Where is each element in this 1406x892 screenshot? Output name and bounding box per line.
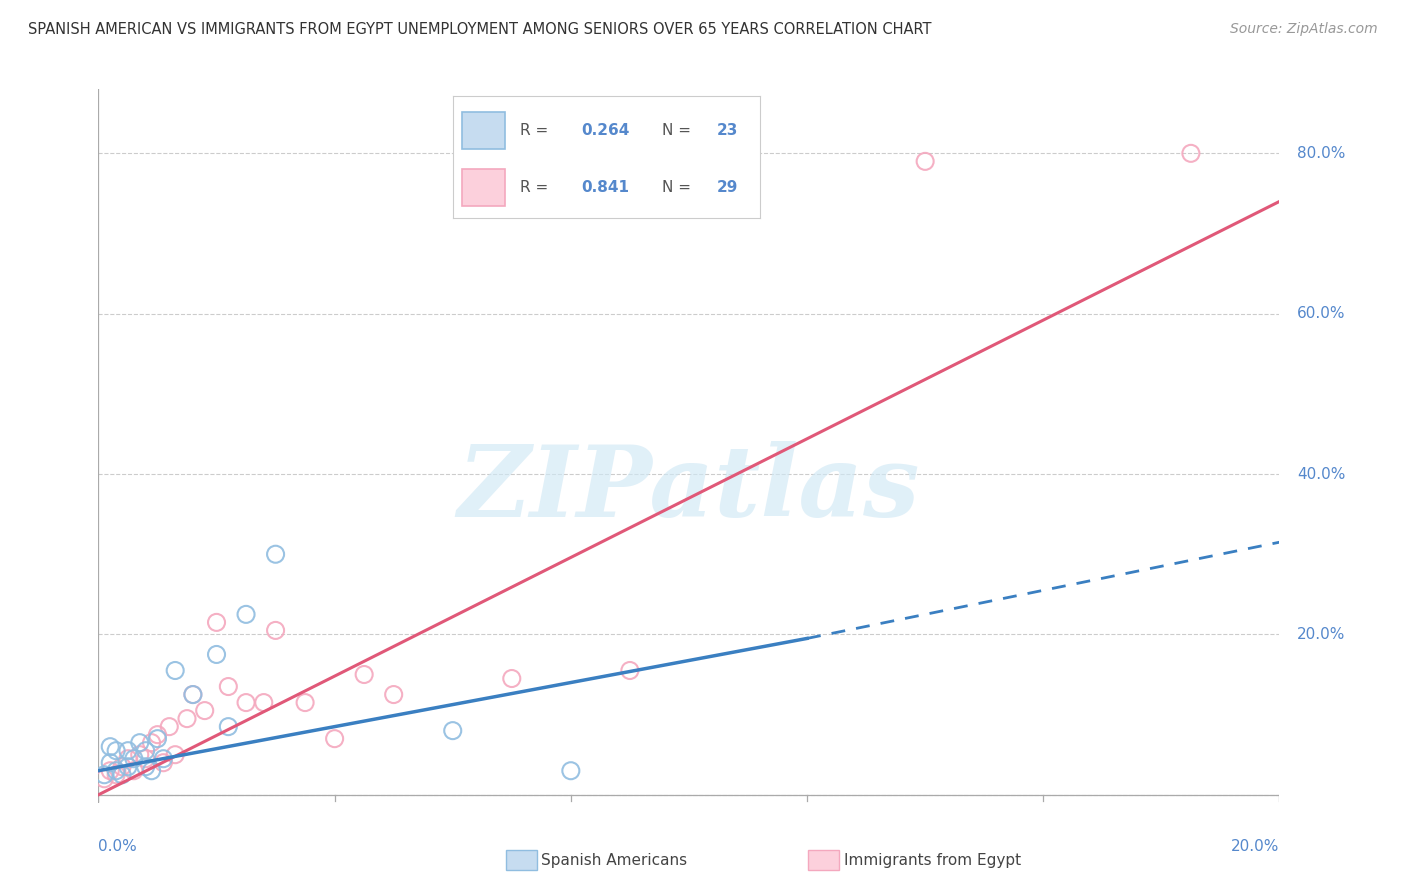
Point [105,764,128,778]
Point [135,760,157,774]
Point [122,752,145,766]
Point [181,688,204,702]
Point [353,667,375,681]
Text: 20.0%: 20.0% [1298,627,1346,642]
Point [93,772,115,786]
Point [217,720,239,734]
Point [128,747,150,762]
Point [117,760,139,774]
Point [117,752,139,766]
Point [146,731,169,746]
Point [176,712,198,726]
Point [152,752,174,766]
Point [135,752,157,766]
Point [323,731,346,746]
Text: Immigrants from Egypt: Immigrants from Egypt [844,854,1021,868]
Point [98,739,121,754]
Point [205,648,228,662]
Text: 80.0%: 80.0% [1298,146,1346,161]
Point [93,768,115,782]
Point [235,607,257,622]
Point [619,664,641,678]
Point [560,764,582,778]
Point [914,154,936,169]
Text: Source: ZipAtlas.com: Source: ZipAtlas.com [1230,22,1378,37]
Point [205,615,228,630]
Point [128,736,150,750]
Point [157,720,180,734]
Point [253,696,276,710]
Point [501,672,523,686]
Point [1180,146,1202,161]
Point [141,736,163,750]
Point [146,728,169,742]
Point [105,768,128,782]
Point [111,768,134,782]
Text: SPANISH AMERICAN VS IMMIGRANTS FROM EGYPT UNEMPLOYMENT AMONG SENIORS OVER 65 YEA: SPANISH AMERICAN VS IMMIGRANTS FROM EGYP… [28,22,932,37]
Point [98,764,121,778]
Point [441,723,464,738]
Point [141,764,163,778]
Text: 0.0%: 0.0% [98,838,138,854]
Point [165,747,187,762]
Point [181,688,204,702]
Point [122,764,145,778]
Text: Spanish Americans: Spanish Americans [541,854,688,868]
Point [111,760,134,774]
Text: 40.0%: 40.0% [1298,467,1346,482]
Point [264,547,287,561]
Point [117,744,139,758]
Point [217,680,239,694]
Point [152,756,174,770]
Point [105,744,128,758]
Text: 20.0%: 20.0% [1232,838,1279,854]
Point [135,744,157,758]
Text: ZIPatlas: ZIPatlas [458,441,920,537]
Point [294,696,316,710]
Point [165,664,187,678]
Text: 60.0%: 60.0% [1298,306,1346,321]
Point [382,688,405,702]
Point [235,696,257,710]
Point [264,624,287,638]
Point [194,704,217,718]
Point [98,756,121,770]
